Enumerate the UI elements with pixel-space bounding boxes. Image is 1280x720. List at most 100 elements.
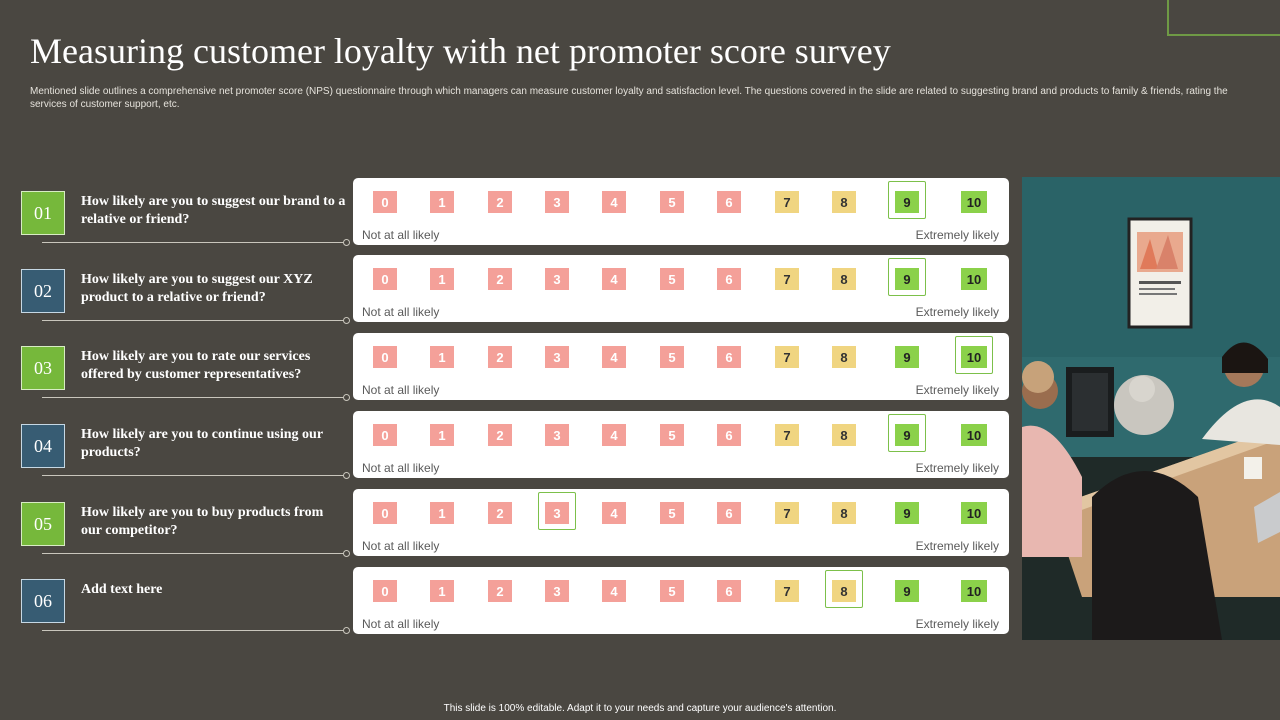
score-option-5[interactable]: 5 xyxy=(660,268,684,290)
score-option-7[interactable]: 7 xyxy=(775,268,799,290)
score-option-8[interactable]: 8 xyxy=(832,502,856,524)
selected-score-highlight xyxy=(888,181,926,219)
selected-score-highlight xyxy=(825,570,863,608)
score-option-0[interactable]: 0 xyxy=(373,191,397,213)
score-option-5[interactable]: 5 xyxy=(660,424,684,446)
score-option-6[interactable]: 6 xyxy=(717,268,741,290)
question-underline xyxy=(42,630,346,631)
score-option-2[interactable]: 2 xyxy=(488,346,512,368)
score-option-6[interactable]: 6 xyxy=(717,580,741,602)
score-option-4[interactable]: 4 xyxy=(602,268,626,290)
scale-low-label: Not at all likely xyxy=(362,461,440,475)
score-option-0[interactable]: 0 xyxy=(373,346,397,368)
score-option-2[interactable]: 2 xyxy=(488,580,512,602)
scale-high-label: Extremely likely xyxy=(915,617,999,631)
score-option-0[interactable]: 0 xyxy=(373,502,397,524)
score-option-3[interactable]: 3 xyxy=(545,268,569,290)
score-option-7[interactable]: 7 xyxy=(775,580,799,602)
score-option-7[interactable]: 7 xyxy=(775,191,799,213)
score-option-8[interactable]: 8 xyxy=(832,346,856,368)
question-number-badge: 04 xyxy=(21,424,65,468)
score-option-2[interactable]: 2 xyxy=(488,191,512,213)
score-option-2[interactable]: 2 xyxy=(488,502,512,524)
question-row: 06 Add text here xyxy=(0,565,360,635)
rating-scale-card: 0 1 2 3 4 5 6 7 8 9 10 Not at all likely Extremely l… xyxy=(353,489,1009,556)
score-option-10[interactable]: 10 xyxy=(961,580,987,602)
score-option-8[interactable]: 8 xyxy=(832,191,856,213)
rating-scale-card: 0 1 2 3 4 5 6 7 8 9 10 Not at all likely Extremely l… xyxy=(353,178,1009,245)
score-option-10[interactable]: 10 xyxy=(961,424,987,446)
score-option-1[interactable]: 1 xyxy=(430,191,454,213)
score-option-4[interactable]: 4 xyxy=(602,580,626,602)
question-number-badge: 06 xyxy=(21,579,65,623)
question-text: How likely are you to suggest our brand … xyxy=(81,194,346,227)
score-option-4[interactable]: 4 xyxy=(602,424,626,446)
score-option-6[interactable]: 6 xyxy=(717,191,741,213)
score-option-9[interactable]: 9 xyxy=(895,268,919,290)
score-option-6[interactable]: 6 xyxy=(717,346,741,368)
score-option-9[interactable]: 9 xyxy=(895,424,919,446)
scale-low-label: Not at all likely xyxy=(362,305,440,319)
scale-high-label: Extremely likely xyxy=(915,228,999,242)
question-row: 02 How likely are you to suggest our XYZ … xyxy=(0,255,360,325)
score-option-9[interactable]: 9 xyxy=(895,346,919,368)
score-option-1[interactable]: 1 xyxy=(430,346,454,368)
question-underline xyxy=(42,397,346,398)
score-option-3[interactable]: 3 xyxy=(545,580,569,602)
score-option-6[interactable]: 6 xyxy=(717,502,741,524)
connector-dot xyxy=(343,472,350,479)
footer-note: This slide is 100% editable. Adapt it to… xyxy=(443,703,837,714)
score-option-4[interactable]: 4 xyxy=(602,191,626,213)
meeting-photo xyxy=(1022,177,1280,640)
question-row: 01 How likely are you to suggest our bran… xyxy=(0,177,360,247)
score-option-3[interactable]: 3 xyxy=(545,191,569,213)
score-option-0[interactable]: 0 xyxy=(373,424,397,446)
score-option-9[interactable]: 9 xyxy=(895,191,919,213)
score-option-3[interactable]: 3 xyxy=(545,424,569,446)
score-option-5[interactable]: 5 xyxy=(660,346,684,368)
score-option-7[interactable]: 7 xyxy=(775,424,799,446)
question-row: 03 How likely are you to rate our service… xyxy=(0,332,360,402)
score-option-10[interactable]: 10 xyxy=(961,346,987,368)
scale-low-label: Not at all likely xyxy=(362,383,440,397)
question-number-badge: 01 xyxy=(21,191,65,235)
slide-title: Measuring customer loyalty with net prom… xyxy=(30,31,891,71)
score-option-2[interactable]: 2 xyxy=(488,268,512,290)
scale-low-label: Not at all likely xyxy=(362,617,440,631)
score-option-5[interactable]: 5 xyxy=(660,191,684,213)
score-option-4[interactable]: 4 xyxy=(602,502,626,524)
selected-score-highlight xyxy=(888,414,926,452)
score-option-6[interactable]: 6 xyxy=(717,424,741,446)
connector-dot xyxy=(343,627,350,634)
score-option-1[interactable]: 1 xyxy=(430,580,454,602)
score-option-8[interactable]: 8 xyxy=(832,268,856,290)
score-option-3[interactable]: 3 xyxy=(545,346,569,368)
score-option-9[interactable]: 9 xyxy=(895,580,919,602)
scale-high-label: Extremely likely xyxy=(915,383,999,397)
rating-scale-card: 0 1 2 3 4 5 6 7 8 9 10 Not at all likely Extremely l… xyxy=(353,333,1009,400)
question-number-badge: 02 xyxy=(21,269,65,313)
score-option-7[interactable]: 7 xyxy=(775,346,799,368)
score-option-1[interactable]: 1 xyxy=(430,268,454,290)
rating-scale-card: 0 1 2 3 4 5 6 7 8 9 10 Not at all likely Extremely l… xyxy=(353,255,1009,322)
score-option-8[interactable]: 8 xyxy=(832,580,856,602)
score-option-4[interactable]: 4 xyxy=(602,346,626,368)
question-text: How likely are you to suggest our XYZ pr… xyxy=(81,272,313,305)
score-option-0[interactable]: 0 xyxy=(373,580,397,602)
score-option-1[interactable]: 1 xyxy=(430,424,454,446)
score-option-10[interactable]: 10 xyxy=(961,268,987,290)
scale-low-label: Not at all likely xyxy=(362,539,440,553)
score-option-10[interactable]: 10 xyxy=(961,191,987,213)
question-text: How likely are you to rate our services … xyxy=(81,349,311,382)
score-option-1[interactable]: 1 xyxy=(430,502,454,524)
score-option-7[interactable]: 7 xyxy=(775,502,799,524)
score-option-5[interactable]: 5 xyxy=(660,502,684,524)
score-option-5[interactable]: 5 xyxy=(660,580,684,602)
score-option-2[interactable]: 2 xyxy=(488,424,512,446)
score-option-0[interactable]: 0 xyxy=(373,268,397,290)
question-number-badge: 05 xyxy=(21,502,65,546)
score-option-3[interactable]: 3 xyxy=(545,502,569,524)
score-option-8[interactable]: 8 xyxy=(832,424,856,446)
score-option-9[interactable]: 9 xyxy=(895,502,919,524)
score-option-10[interactable]: 10 xyxy=(961,502,987,524)
